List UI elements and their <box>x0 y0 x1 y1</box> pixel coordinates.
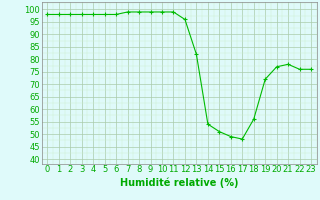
X-axis label: Humidité relative (%): Humidité relative (%) <box>120 177 238 188</box>
